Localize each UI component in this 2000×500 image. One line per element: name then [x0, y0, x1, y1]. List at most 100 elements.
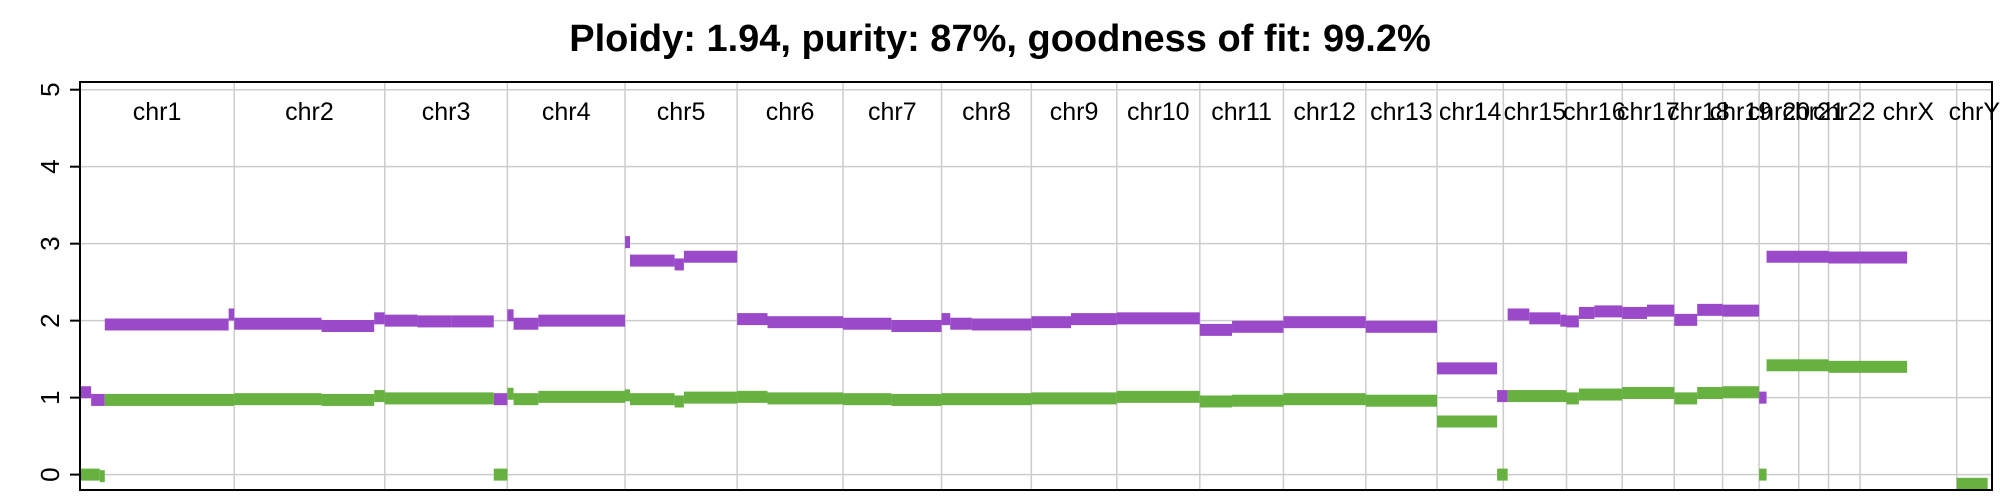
- total-segment: [417, 315, 452, 328]
- minor-segment: [507, 387, 514, 400]
- total-segment: [1283, 316, 1366, 329]
- total-segment: [1766, 250, 1829, 263]
- data-layer: [80, 236, 1988, 490]
- minor-segment: [1956, 477, 1988, 490]
- chromosome-label: chr8: [962, 98, 1011, 126]
- minor-segment: [1697, 387, 1723, 400]
- total-segment: [104, 318, 229, 331]
- chromosome-label: chrX: [1883, 98, 1935, 126]
- total-segment: [234, 317, 322, 330]
- y-tick-label: 4: [35, 159, 65, 173]
- minor-segment: [1578, 388, 1623, 401]
- total-segment: [374, 312, 385, 325]
- total-segment: [1365, 320, 1438, 333]
- total-segment: [1437, 362, 1498, 375]
- minor-segment: [630, 393, 675, 406]
- minor-segment: [891, 393, 942, 406]
- minor-segment: [767, 392, 844, 405]
- total-segment: [80, 386, 92, 399]
- chromosome-label: chr5: [657, 98, 706, 126]
- total-segment: [767, 316, 844, 329]
- minor-segment: [843, 393, 892, 406]
- chromosome-label: chr18: [1667, 98, 1730, 126]
- minor-segment: [513, 393, 539, 406]
- minor-segment: [1766, 359, 1829, 372]
- total-segment: [1722, 304, 1760, 317]
- chromosome-label: chr13: [1370, 98, 1433, 126]
- chromosome-label: chr16: [1563, 98, 1626, 126]
- total-segment: [1529, 312, 1561, 325]
- minor-segment: [493, 468, 508, 481]
- total-segment: [1647, 304, 1675, 317]
- total-segment: [1578, 306, 1595, 319]
- total-segment: [513, 317, 539, 330]
- total-segment: [1828, 251, 1861, 264]
- minor-segment: [1497, 468, 1508, 481]
- minor-segment: [384, 392, 494, 405]
- minor-segment: [1722, 386, 1760, 399]
- minor-segment: [1232, 394, 1284, 407]
- total-segment: [1232, 320, 1284, 333]
- total-segment: [1566, 315, 1579, 328]
- grid: [79, 82, 1992, 490]
- minor-segment: [1365, 394, 1438, 407]
- chromosome-label: chr20: [1748, 98, 1811, 126]
- total-segment: [1070, 313, 1117, 326]
- minor-segment: [99, 470, 105, 483]
- chromosome-label: chr15: [1504, 98, 1567, 126]
- chromosome-label: chr10: [1127, 98, 1190, 126]
- total-segment: [91, 393, 105, 406]
- chromosome-label: chr6: [766, 98, 815, 126]
- total-segment: [1507, 308, 1530, 321]
- minor-segment: [374, 390, 385, 403]
- chart-title: Ploidy: 1.94, purity: 87%, goodness of f…: [569, 18, 1431, 60]
- minor-segment: [1622, 387, 1675, 400]
- total-segment: [493, 393, 508, 406]
- total-segment: [1860, 251, 1908, 264]
- minor-segment: [538, 390, 626, 403]
- minor-segment: [104, 393, 235, 406]
- minor-segment: [80, 468, 100, 481]
- total-segment: [321, 320, 375, 333]
- minor-segment: [1759, 468, 1767, 481]
- minor-segment: [683, 391, 738, 404]
- y-tick-label: 1: [35, 390, 65, 404]
- minor-segment: [737, 390, 768, 403]
- total-segment: [737, 313, 768, 326]
- minor-segment: [1437, 415, 1498, 428]
- chromosome-label: chr21: [1782, 98, 1845, 126]
- y-tick-label: 2: [35, 313, 65, 327]
- minor-segment: [1199, 395, 1233, 408]
- total-segment: [451, 315, 494, 328]
- chromosome-label: chr1: [133, 98, 182, 126]
- total-segment: [843, 317, 892, 330]
- total-segment: [683, 250, 738, 263]
- minor-segment: [1566, 392, 1579, 405]
- minor-segment: [1507, 390, 1567, 403]
- y-tick-label: 5: [35, 82, 65, 96]
- total-segment: [1622, 306, 1648, 319]
- total-segment: [625, 236, 631, 249]
- plot-frame: [79, 81, 1993, 491]
- minor-segment: [234, 393, 322, 406]
- chromosome-label: chr12: [1293, 98, 1356, 126]
- minor-segment: [1031, 392, 1117, 405]
- total-segment: [1560, 314, 1567, 327]
- total-segment: [228, 308, 235, 321]
- total-segment: [1116, 312, 1200, 325]
- chromosome-label: chr9: [1050, 98, 1099, 126]
- total-segment: [674, 258, 684, 271]
- total-segment: [1497, 390, 1508, 403]
- total-segment: [630, 254, 675, 267]
- minor-segment: [321, 393, 375, 406]
- chromosome-label: chr11: [1211, 98, 1272, 126]
- minor-segment: [941, 393, 1032, 406]
- chromosome-label: chr7: [868, 98, 917, 126]
- chromosome-label: chr4: [542, 98, 591, 126]
- total-segment: [384, 314, 418, 327]
- minor-segment: [1674, 392, 1698, 405]
- chromosome-labels: chr1 chr2 chr3 chr4 chr5 chr6 chr7 chr8 chr9 chr1…: [133, 98, 2000, 126]
- minor-segment: [1116, 390, 1200, 403]
- total-segment: [1594, 305, 1623, 318]
